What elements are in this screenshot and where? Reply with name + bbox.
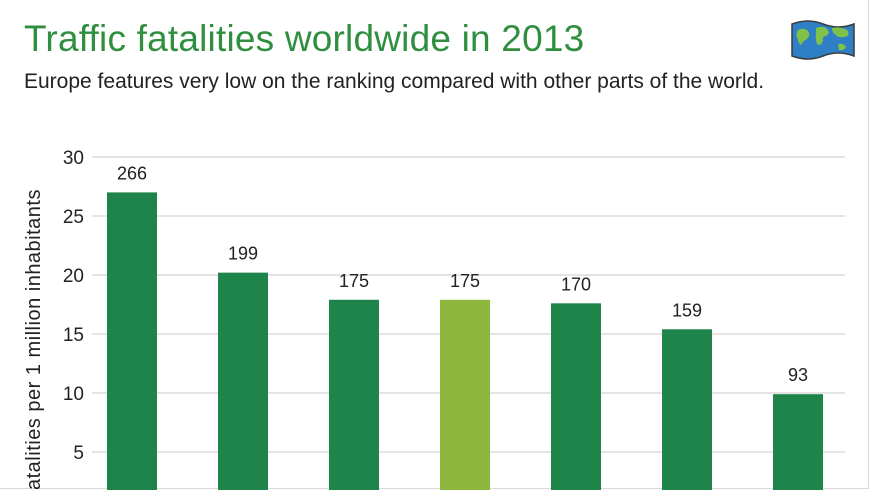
bars xyxy=(107,192,823,490)
y-tick-label: 10 xyxy=(63,384,84,405)
data-label: 170 xyxy=(561,274,591,294)
world-map-flag-icon xyxy=(791,20,855,60)
bar-3 xyxy=(329,299,379,490)
chart-subtitle: Europe features very low on the ranking … xyxy=(24,70,765,93)
y-tick-label: 30 xyxy=(63,148,84,169)
chart-title: Traffic fatalities worldwide in 2013 xyxy=(24,18,585,59)
bar-4 xyxy=(440,299,490,490)
bar-chart: 5 10 15 20 25 30 266 199 175 175 170 159 93 ataliti… xyxy=(23,148,845,490)
bar-5 xyxy=(551,303,601,490)
data-label: 199 xyxy=(228,244,258,264)
bar-2 xyxy=(218,272,268,490)
y-tick-label: 25 xyxy=(63,207,84,228)
bar-7 xyxy=(773,394,823,490)
data-labels: 266 199 175 175 170 159 93 xyxy=(117,163,808,385)
y-axis-label: atalities per 1 million inhabitants xyxy=(23,189,45,490)
data-label: 159 xyxy=(672,300,702,320)
y-tick-label: 20 xyxy=(63,266,84,287)
bar-1 xyxy=(107,192,157,490)
data-label: 266 xyxy=(117,163,147,183)
data-label: 93 xyxy=(788,365,808,385)
bar-6 xyxy=(662,329,712,490)
y-tick-label: 5 xyxy=(73,443,84,464)
y-tick-labels: 5 10 15 20 25 30 xyxy=(63,148,84,464)
y-tick-label: 15 xyxy=(63,325,84,346)
data-label: 175 xyxy=(450,271,480,291)
data-label: 175 xyxy=(339,271,369,291)
